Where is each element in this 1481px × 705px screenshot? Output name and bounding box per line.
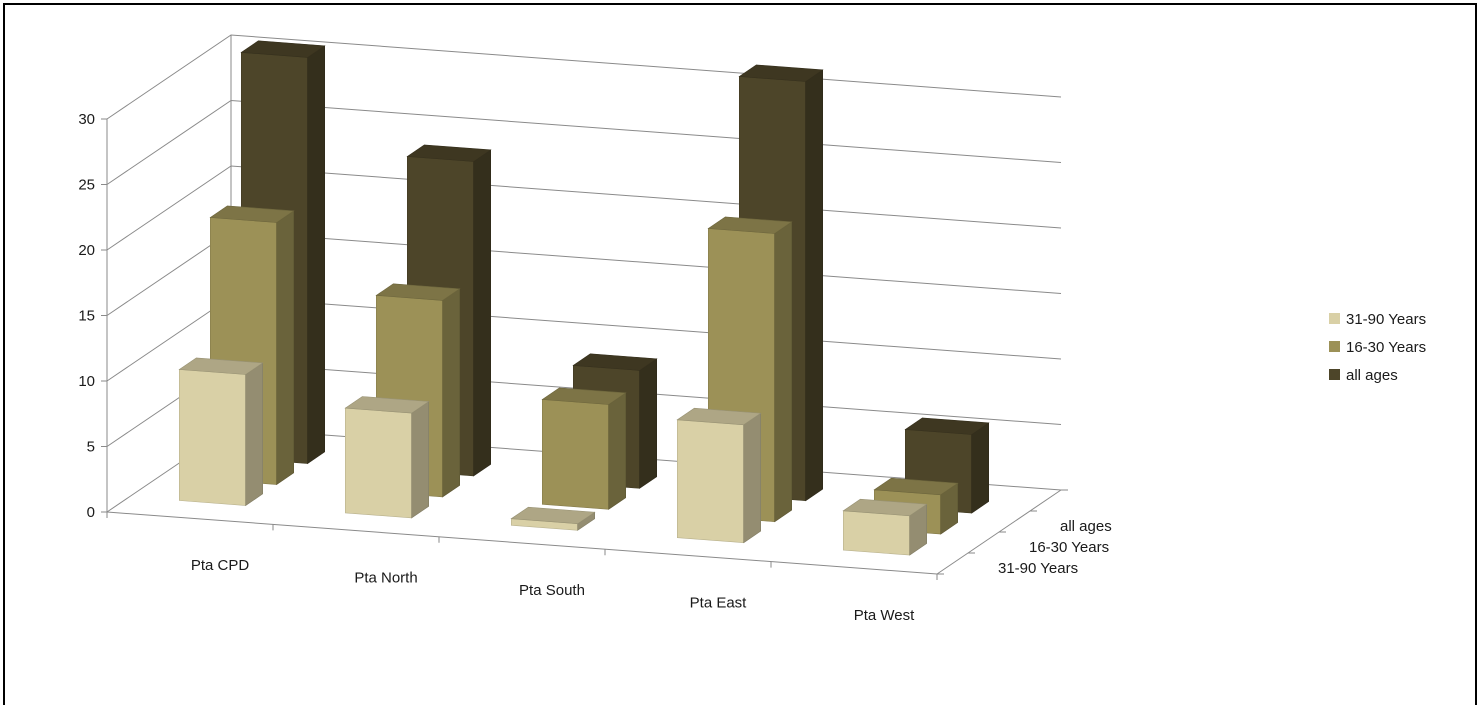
bar-side-face bbox=[473, 149, 492, 477]
bar-side-face bbox=[971, 422, 990, 514]
legend: 31-90 Years 16-30 Years all ages bbox=[1329, 311, 1426, 384]
depth-tick-label: 31-90 Years bbox=[998, 560, 1078, 577]
bar bbox=[842, 498, 928, 556]
bar bbox=[344, 396, 430, 519]
legend-swatch bbox=[1329, 369, 1340, 380]
bars bbox=[178, 40, 990, 556]
bar-top-face bbox=[873, 477, 959, 496]
legend-swatch bbox=[1329, 341, 1340, 352]
bar-side-face bbox=[442, 288, 461, 498]
bar-side-face bbox=[245, 362, 264, 507]
bar-side-face bbox=[411, 400, 430, 519]
bar-side-face bbox=[639, 358, 658, 489]
bar-front-face bbox=[541, 399, 610, 510]
legend-label: 16-30 Years bbox=[1346, 339, 1426, 356]
x-tick-label: Pta CPD bbox=[191, 557, 250, 574]
bar bbox=[541, 387, 627, 510]
bar-side-face bbox=[805, 69, 824, 502]
bar-side-face bbox=[276, 210, 295, 486]
bar-front-face bbox=[179, 369, 246, 506]
y-tick-label: 0 bbox=[87, 504, 95, 521]
bar-top-face bbox=[209, 205, 295, 223]
bar-side-face bbox=[608, 392, 627, 510]
y-tick-label: 15 bbox=[78, 308, 95, 325]
bar-side-face bbox=[774, 221, 793, 523]
x-tick-label: Pta South bbox=[519, 582, 585, 599]
x-tick-label: Pta East bbox=[690, 594, 748, 611]
bar-top-face bbox=[178, 357, 264, 375]
x-tick-label: Pta North bbox=[354, 570, 417, 587]
bar-top-face bbox=[541, 387, 627, 405]
legend-label: 31-90 Years bbox=[1346, 311, 1426, 328]
x-tick-label: Pta West bbox=[854, 607, 915, 624]
legend-swatch bbox=[1329, 313, 1340, 324]
y-tick-label: 30 bbox=[78, 111, 95, 128]
bar-front-face bbox=[842, 510, 911, 556]
legend-label: all ages bbox=[1346, 367, 1398, 384]
y-tick-label: 25 bbox=[78, 177, 95, 194]
depth-tick-label: 16-30 Years bbox=[1029, 539, 1109, 556]
axes: 0 5 10 15 20 25 30 Pta CPD Pta North Pta South Pta… bbox=[78, 111, 1111, 624]
bar-top-face bbox=[406, 144, 492, 162]
bar-top-face bbox=[572, 353, 658, 371]
bar-top-face bbox=[510, 506, 596, 525]
bar-front-face bbox=[676, 419, 745, 544]
y-tick-label: 10 bbox=[78, 373, 95, 390]
x-axis-line bbox=[106, 511, 938, 575]
chart-frame: 0 5 10 15 20 25 30 Pta CPD Pta North Pta South Pta… bbox=[3, 3, 1477, 705]
bar bbox=[510, 506, 596, 531]
chart-3d-column: 0 5 10 15 20 25 30 Pta CPD Pta North Pta South Pta… bbox=[78, 34, 1426, 624]
depth-tick-label: all ages bbox=[1060, 518, 1112, 535]
bar-side-face bbox=[307, 45, 326, 465]
bar-top-face bbox=[375, 283, 461, 301]
bar-front-face bbox=[344, 407, 413, 519]
y-tick-label: 20 bbox=[78, 242, 95, 259]
bar bbox=[676, 407, 762, 544]
bar-side-face bbox=[743, 412, 762, 544]
y-tick-label: 5 bbox=[87, 439, 95, 456]
bar-top-face bbox=[240, 40, 326, 58]
bar-top-face bbox=[707, 216, 793, 234]
bar-top-face bbox=[842, 498, 928, 517]
bar bbox=[178, 357, 264, 507]
bar-top-face bbox=[904, 417, 990, 435]
bar-top-face bbox=[738, 64, 824, 82]
bar-top-face bbox=[344, 396, 430, 414]
bar-top-face bbox=[676, 407, 762, 426]
